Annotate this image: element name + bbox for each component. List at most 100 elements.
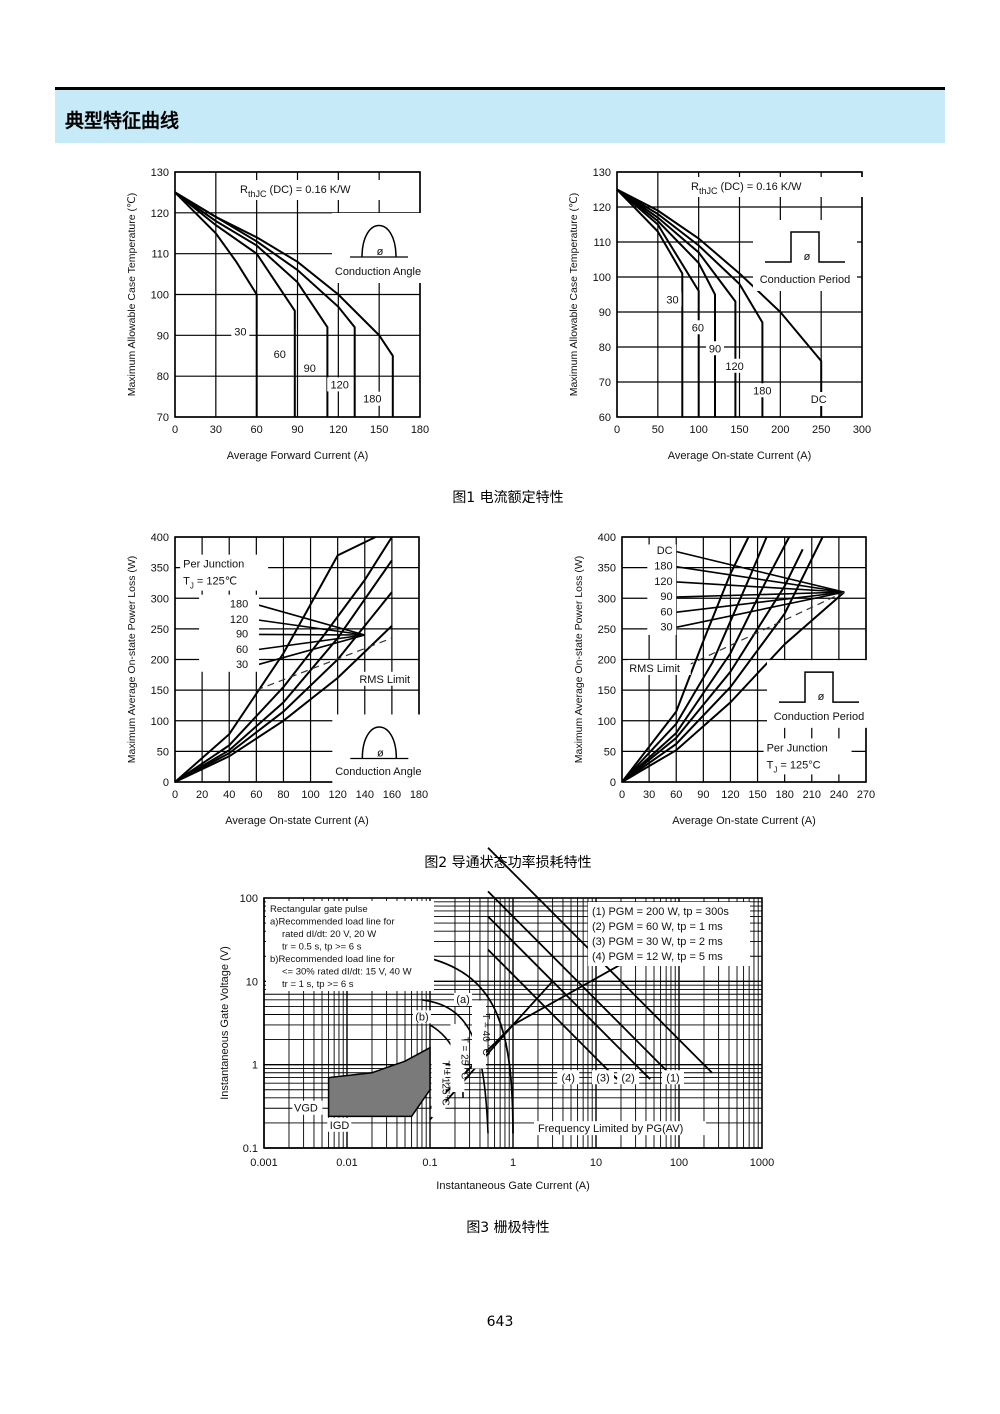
x-tick-label: 0 [172, 789, 178, 801]
legend-label: 180 [654, 560, 672, 572]
series-line-180 [621, 536, 824, 783]
leader-line [256, 633, 365, 636]
x-tick-label: 270 [857, 789, 875, 801]
pgm-legend-label: (3) PGM = 30 W, tp = 2 ms [592, 936, 723, 948]
annotation-bg [236, 180, 414, 200]
y-tick-label: 130 [151, 167, 169, 179]
x-tick-label: 60 [670, 789, 682, 801]
curve-tag-bg [592, 1070, 614, 1085]
series-label: 120 [725, 361, 743, 373]
x-axis-label: Average On-state Current (A) [225, 815, 368, 827]
curve-tag-bg [617, 1070, 640, 1085]
x-axis-label: Average Forward Current (A) [227, 450, 369, 462]
plot-frame [174, 171, 421, 418]
x-tick-label: 120 [329, 424, 347, 436]
pgm-legend-label: (1) PGM = 200 W, tp = 300s [592, 906, 729, 918]
inset-sine-half [361, 726, 398, 759]
series-line-60 [174, 536, 393, 783]
per-junction-label: Per Junction [767, 742, 828, 754]
x-tick-label: 0.1 [422, 1157, 437, 1169]
legend-label: 30 [660, 622, 672, 634]
note-line: b)Recommended load line for [270, 954, 395, 965]
rms-label-bg [627, 659, 691, 675]
y-tick-label: 200 [598, 655, 616, 667]
x-tick-label: 210 [803, 789, 821, 801]
x-tick-label: 180 [411, 424, 429, 436]
figure-2-caption: 图2 导通状态功率损耗特性 [424, 855, 592, 871]
pgm-legend-label: (4) PGM = 12 W, tp = 5 ms [592, 951, 723, 963]
per-junction-label: Per Junction [183, 559, 244, 571]
x-tick-label: 120 [328, 789, 346, 801]
series-line-60 [174, 191, 296, 417]
rms-label-bg [356, 671, 417, 686]
series-line-120 [621, 548, 804, 783]
inset-sine-half [361, 225, 397, 258]
x-axis-label: Average On-state Current (A) [668, 450, 811, 462]
x-tick-label: 100 [689, 424, 707, 436]
x-tick-label: 160 [383, 789, 401, 801]
inset-bg [332, 714, 425, 783]
series-label-bg [706, 341, 724, 356]
leader-line [256, 618, 365, 636]
series-label: 120 [331, 379, 349, 391]
y-tick-label: 300 [151, 593, 169, 605]
pgm-legend-label: (2) PGM = 60 W, tp = 1 ms [592, 921, 723, 933]
series-line-90 [616, 188, 716, 417]
series-line [487, 915, 651, 1080]
legend-bg [199, 594, 260, 672]
inset-phi-symbol: ø [818, 691, 825, 703]
gate-trigger-region [327, 1046, 431, 1118]
inset-label: Conduction Angle [335, 266, 421, 278]
plot-frame [621, 536, 867, 783]
figure-3-caption: 图3 栅极特性 [466, 1220, 550, 1236]
series-line-90 [174, 559, 393, 783]
x-tick-label: 10 [590, 1157, 602, 1169]
x-tick-label: 60 [251, 424, 263, 436]
x-tick-label: 20 [196, 789, 208, 801]
y-tick-label: 0 [163, 777, 169, 789]
series-line-180 [174, 625, 393, 783]
rms-limit-line [686, 591, 845, 667]
x-tick-label: 120 [721, 789, 739, 801]
x-tick-label: 0 [619, 789, 625, 801]
legend-label: 180 [230, 598, 248, 610]
section-header: 典型特征曲线 [55, 90, 945, 143]
curve-tag: (1) [666, 1072, 679, 1084]
x-tick-label: 250 [812, 424, 830, 436]
leader-line [256, 603, 365, 636]
chart-power-loss-conduction-period: 0 30 60 90 120 150 180 210 240 270 0 50 100 150 200 250… [573, 532, 875, 827]
inset-square-pulse [779, 671, 860, 703]
y-axis-label: Maximum Average On-state Power Loss (W) [126, 556, 138, 764]
series-label-bg [270, 346, 289, 361]
y-tick-label: 250 [151, 624, 169, 636]
annotation-bg [687, 177, 865, 197]
y-tick-label: 50 [157, 746, 169, 758]
y-tick-label: 50 [604, 746, 616, 758]
inset-phi-symbol: ø [377, 246, 384, 258]
temp-label-bg [450, 1024, 465, 1093]
series-line-dc [621, 591, 845, 783]
legend-label: 120 [230, 614, 248, 626]
x-tick-label: 180 [410, 789, 428, 801]
top-rule [55, 87, 945, 90]
series-line-dc [616, 188, 823, 417]
x-tick-label: 200 [771, 424, 789, 436]
plot-frame [616, 171, 863, 418]
y-tick-label: 70 [599, 377, 611, 389]
legend-label: 60 [660, 606, 672, 618]
leader-line [256, 634, 365, 651]
frequency-limit-label: Frequency Limited by PG(AV) [538, 1123, 683, 1135]
inset-phi-symbol: ø [377, 747, 384, 759]
y-tick-label: 110 [151, 249, 169, 261]
note-line: tr = 1 s, tp >= 6 s [282, 979, 354, 990]
inset-label: Conduction Angle [335, 766, 421, 778]
series-label: 60 [274, 349, 286, 361]
leader-line [674, 591, 845, 614]
series-line-180 [616, 188, 764, 417]
series-label: 60 [692, 322, 704, 334]
x-tick-label: 240 [830, 789, 848, 801]
rth-annotation: RthJC (DC) = 0.16 K/W [691, 181, 802, 196]
x-tick-label: 90 [697, 789, 709, 801]
series-label: 180 [363, 394, 381, 406]
curve-tag: (3) [596, 1072, 609, 1084]
